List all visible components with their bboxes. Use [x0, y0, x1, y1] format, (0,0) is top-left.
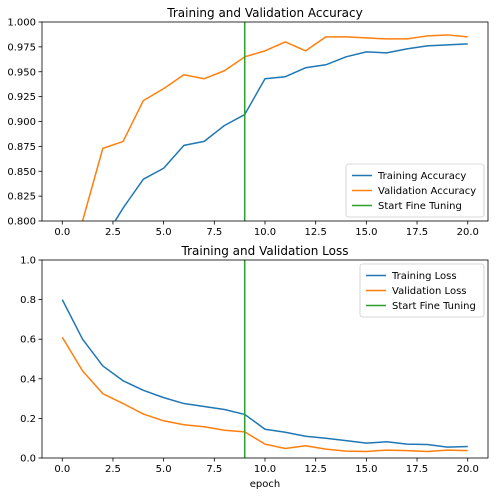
loss-x-tick-label: 5.0: [156, 464, 172, 475]
loss-legend-label: Validation Loss: [392, 286, 467, 297]
accuracy-y-tick-label: 0.850: [7, 167, 36, 178]
accuracy-legend-label: Validation Accuracy: [378, 186, 476, 197]
loss-y-tick-label: 1.0: [20, 256, 36, 267]
accuracy-x-tick-label: 15.0: [355, 227, 377, 238]
loss-y-tick-label: 0.6: [20, 335, 36, 346]
loss-y-tick-label: 0.8: [20, 295, 36, 306]
loss-x-tick-label: 17.5: [406, 464, 428, 475]
loss-y-tick-label: 0.2: [20, 414, 36, 425]
loss-x-tick-label: 20.0: [457, 464, 479, 475]
accuracy-series-line-1: [114, 43, 468, 221]
accuracy-x-tick-label: 12.5: [305, 227, 327, 238]
loss-x-tick-label: 10.0: [254, 464, 276, 475]
loss-chart: Training and Validation Loss 0.0 2.5 5.0 7.5…: [20, 244, 489, 490]
loss-series-line-1: [61, 299, 468, 448]
loss-x-tick-label: 2.5: [105, 464, 121, 475]
accuracy-x-tick-label: 7.5: [206, 227, 222, 238]
accuracy-x-tick-label: 5.0: [156, 227, 172, 238]
accuracy-legend-label: Start Fine Tuning: [378, 201, 462, 212]
accuracy-x-tick-label: 0.0: [54, 227, 70, 238]
accuracy-x-tick-label: 10.0: [254, 227, 276, 238]
accuracy-y-tick-label: 0.975: [7, 42, 36, 53]
accuracy-x-tick-label: 2.5: [105, 227, 121, 238]
loss-series-line-2: [61, 336, 468, 453]
loss-legend: Training Loss Validation Loss Start Fine T…: [359, 263, 485, 318]
loss-x-tick-label: 0.0: [54, 464, 70, 475]
loss-legend-label: Start Fine Tuning: [392, 301, 476, 312]
accuracy-legend-box: [345, 163, 485, 218]
accuracy-y-tick-label: 0.925: [7, 92, 36, 103]
loss-x-tick-label: 12.5: [305, 464, 327, 475]
accuracy-y-tick-label: 0.825: [7, 192, 36, 203]
accuracy-chart: Training and Validation Accuracy 0.0 2.5 5.…: [7, 6, 489, 238]
accuracy-x-tick-label: 17.5: [406, 227, 428, 238]
loss-legend-label: Training Loss: [391, 271, 457, 282]
accuracy-x-tick-label: 20.0: [457, 227, 479, 238]
accuracy-y-tick-label: 1.000: [7, 18, 36, 29]
loss-legend-box: [359, 263, 485, 318]
accuracy-series-line-2: [81, 34, 468, 221]
accuracy-chart-title: Training and Validation Accuracy: [166, 6, 362, 20]
loss-chart-title: Training and Validation Loss: [181, 244, 349, 258]
loss-x-tick-label: 7.5: [206, 464, 222, 475]
accuracy-legend: Training Accuracy Validation Accuracy Star…: [345, 163, 485, 218]
accuracy-plot-area: [81, 22, 468, 221]
loss-plot-area: [61, 260, 468, 458]
loss-x-tick-label: 15.0: [355, 464, 377, 475]
accuracy-y-tick-label: 0.900: [7, 117, 36, 128]
accuracy-y-tick-label: 0.950: [7, 67, 36, 78]
accuracy-y-tick-label: 0.800: [7, 217, 36, 228]
loss-y-tick-label: 0.0: [20, 454, 36, 465]
accuracy-legend-label: Training Accuracy: [377, 171, 466, 182]
accuracy-y-tick-label: 0.875: [7, 142, 36, 153]
loss-y-tick-label: 0.4: [20, 374, 36, 385]
loss-x-axis-label: epoch: [250, 479, 280, 490]
